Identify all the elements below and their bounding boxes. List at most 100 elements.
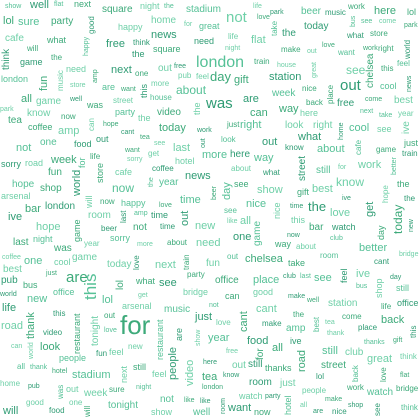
cloud-word: coffee	[2, 254, 21, 261]
cloud-word: tea	[325, 319, 335, 326]
cloud-word: life	[2, 302, 17, 314]
cloud-word: video	[184, 360, 196, 387]
cloud-word: nice	[272, 202, 282, 219]
cloud-word: way	[254, 152, 274, 164]
cloud-word: love	[216, 318, 231, 327]
cloud-word: are	[102, 82, 116, 92]
cloud-word: coffee	[152, 164, 174, 173]
cloud-word: sorry	[127, 156, 143, 163]
cloud-word: right	[313, 120, 333, 131]
cloud-word: hope	[12, 179, 35, 190]
cloud-word: ive	[356, 268, 371, 280]
cloud-word: life	[253, 3, 262, 10]
cloud-word: are	[66, 269, 88, 286]
cloud-word: hotel	[175, 156, 195, 166]
cloud-word: still	[248, 359, 263, 370]
cloud-word: train	[254, 57, 270, 66]
cloud-word: great	[367, 353, 393, 365]
cloud-word: show	[151, 407, 173, 417]
cloud-word: beer	[301, 6, 322, 17]
cloud-word: was	[56, 385, 65, 400]
cloud-word: video	[157, 107, 181, 118]
cloud-word: arsenal	[1, 191, 31, 201]
cloud-word: office	[53, 287, 75, 297]
cloud-word: lol	[3, 15, 15, 27]
cloud-word: pub	[178, 71, 192, 80]
cloud-word: game	[20, 57, 43, 67]
cloud-word: the	[404, 194, 416, 203]
cloud-word: week	[272, 88, 296, 99]
cloud-word: next	[155, 259, 176, 271]
cloud-word: feel	[339, 268, 349, 283]
cloud-word: love	[322, 42, 335, 49]
cloud-word: back	[306, 98, 323, 107]
cloud-word: one	[40, 137, 57, 148]
cloud-word: time	[290, 203, 304, 210]
cloud-word: here	[230, 149, 251, 160]
cloud-word: lol	[407, 7, 417, 17]
cloud-word: not	[226, 9, 247, 26]
cloud-word: last	[300, 273, 311, 280]
cloud-word: way	[279, 103, 299, 115]
cloud-word: this	[81, 273, 100, 300]
cloud-word: cant	[374, 257, 390, 266]
cloud-word: day	[390, 274, 402, 281]
cloud-word: the	[192, 102, 202, 115]
cloud-word: see	[377, 124, 392, 134]
cloud-word: take	[379, 112, 393, 119]
cloud-word: gift	[297, 187, 310, 197]
cloud-word: for	[120, 310, 151, 340]
cloud-word: flat	[54, 1, 64, 8]
cloud-word: nice	[302, 84, 317, 93]
cloud-word: hotel	[283, 395, 293, 415]
cloud-word: people	[167, 347, 179, 381]
cloud-word: chelsea	[365, 54, 376, 89]
cloud-word: know	[336, 175, 365, 189]
cloud-word: home	[151, 15, 177, 26]
cloud-word: next	[360, 108, 374, 115]
cloud-word: home	[0, 379, 21, 388]
cloud-word: hope	[103, 121, 119, 128]
cloud-word: hotel	[52, 368, 68, 375]
cloud-word: last	[13, 237, 29, 248]
cloud-word: out	[232, 360, 246, 371]
cloud-word: cool	[349, 122, 370, 134]
cloud-word: about	[176, 83, 207, 97]
cloud-word: party	[265, 393, 281, 400]
cloud-word: fun	[38, 76, 50, 92]
cloud-word: love	[104, 327, 117, 334]
cloud-word: watch	[332, 222, 356, 232]
cloud-word: good	[87, 16, 96, 34]
cloud-word: stadium	[72, 369, 111, 381]
cloud-word: park	[270, 9, 284, 16]
cloud-word: about	[317, 143, 345, 155]
cloud-word: well	[307, 297, 320, 304]
cloud-word: amp	[92, 69, 99, 83]
cloud-word: can	[11, 343, 23, 350]
cloud-word: world	[28, 342, 35, 359]
cloud-word: the	[308, 199, 327, 214]
cloud-word: year	[398, 109, 414, 118]
cloud-word: what	[47, 35, 67, 45]
cloud-word: office	[215, 275, 239, 286]
cloud-word: know	[223, 372, 240, 379]
cloud-word: office	[397, 298, 419, 308]
cloud-word: what	[298, 131, 322, 143]
cloud-word: cafe	[115, 167, 133, 177]
cloud-word: see	[373, 403, 382, 416]
cloud-word: sure	[109, 385, 125, 394]
cloud-word: this	[381, 64, 394, 73]
cloud-word: feel	[109, 347, 124, 357]
cloud-word: the	[138, 113, 151, 123]
cloud-word: sure	[18, 16, 40, 28]
cloud-word: time	[180, 194, 201, 206]
cloud-word: for	[255, 348, 266, 360]
cloud-word: one	[24, 255, 43, 267]
cloud-word: world	[71, 170, 83, 197]
cloud-word: was	[206, 95, 233, 112]
cloud-word: best	[394, 95, 413, 106]
cloud-word: out	[158, 63, 172, 74]
cloud-word: cant	[256, 303, 277, 315]
cloud-word: news	[151, 29, 177, 41]
cloud-word: train	[402, 149, 418, 158]
